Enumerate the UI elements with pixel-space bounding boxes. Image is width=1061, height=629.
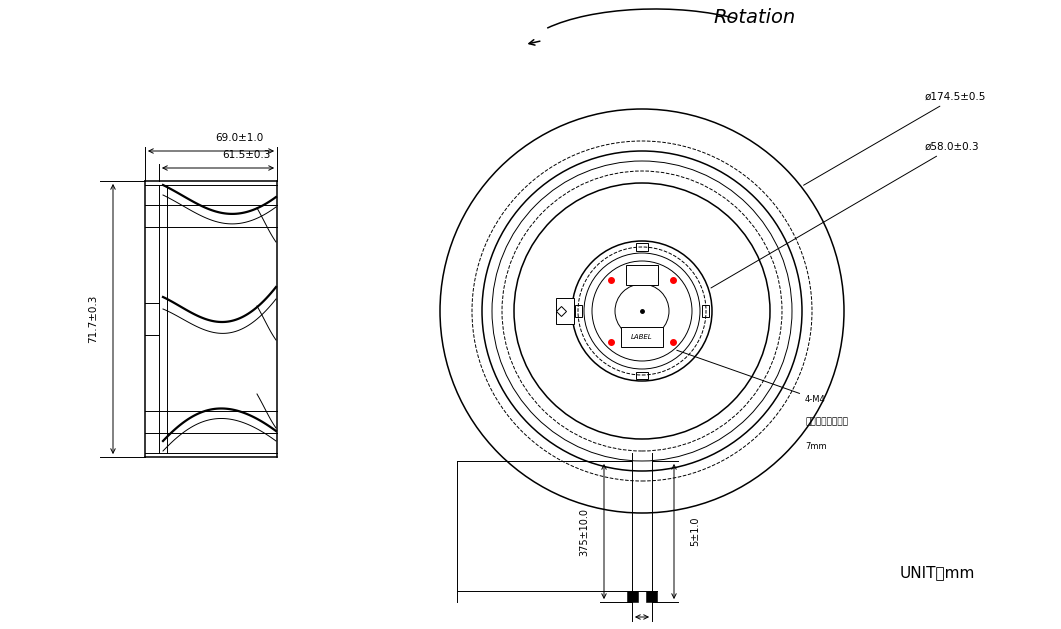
Text: 4-M4: 4-M4 [677,350,825,403]
Text: 71.7±0.3: 71.7±0.3 [88,295,98,343]
Text: 7mm: 7mm [805,442,827,451]
Text: UNIT：mm: UNIT：mm [900,565,975,580]
Text: ø58.0±0.3: ø58.0±0.3 [711,142,979,288]
Bar [646,591,658,602]
Text: 5±1.0: 5±1.0 [690,517,700,546]
Text: LABEL: LABEL [631,334,653,340]
Bar [626,591,638,602]
Text: 螺丝高度不得高于: 螺丝高度不得高于 [805,417,848,426]
Text: Rotation: Rotation [714,8,796,27]
Text: 69.0±1.0: 69.0±1.0 [215,133,263,143]
Bar [626,265,658,285]
Text: 375±10.0: 375±10.0 [579,508,589,555]
Text: 61.5±0.3: 61.5±0.3 [222,150,271,160]
Bar [621,327,663,347]
Text: ø174.5±0.5: ø174.5±0.5 [803,92,987,186]
Bar [556,298,574,324]
